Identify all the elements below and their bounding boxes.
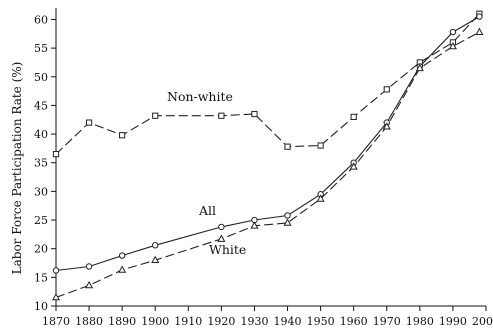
- y-tick-label-25: 25: [34, 214, 48, 227]
- x-tick-label-1970: 1970: [373, 315, 401, 328]
- x-tick-label-1950: 1950: [307, 315, 335, 328]
- label-layer: Labor Force Participation Rate (%) Non-w…: [10, 62, 246, 275]
- y-tick-label-30: 30: [34, 185, 48, 198]
- point-all-1880: [85, 263, 93, 270]
- point-non-white-1930: [251, 110, 258, 118]
- x-tick-label-1900: 1900: [141, 315, 169, 328]
- x-tick-label-1960: 1960: [340, 315, 368, 328]
- x-tick-label-1930: 1930: [240, 315, 268, 328]
- point-all-1998: [476, 13, 483, 20]
- point-non-white-1890: [119, 132, 126, 139]
- point-non-white-1940: [284, 143, 291, 150]
- point-all-1900: [152, 242, 159, 249]
- series-line-all: [55, 16, 480, 272]
- y-tick-label-40: 40: [34, 128, 48, 141]
- point-white-1990: [448, 41, 457, 50]
- y-tick-label-35: 35: [34, 157, 48, 170]
- series-all: [52, 13, 483, 274]
- x-tick-label-1890: 1890: [108, 315, 136, 328]
- x-tick-label-1980: 1980: [406, 315, 434, 328]
- y-tick-label-45: 45: [34, 99, 48, 112]
- point-non-white-1870: [52, 151, 60, 158]
- point-white-1998: [475, 27, 484, 35]
- axes: 10 15 20 25 30 35 40 45 50 55 60 1870 1880 1890 1900 19…: [34, 8, 493, 328]
- point-white-1930: [250, 221, 259, 229]
- point-white-1900: [151, 255, 160, 264]
- point-non-white-1920: [218, 112, 225, 119]
- point-white-1960: [349, 162, 358, 170]
- y-tick-label-50: 50: [34, 71, 48, 84]
- series-white: [51, 27, 484, 301]
- series-line-white: [55, 31, 480, 298]
- point-non-white-1900: [152, 112, 159, 119]
- point-all-1890: [118, 252, 126, 259]
- point-white-1870: [51, 292, 61, 301]
- y-tick-label-20: 20: [34, 243, 48, 256]
- x-tick-label-1990: 1990: [439, 315, 467, 328]
- point-white-1880: [85, 280, 94, 289]
- x-tick-label-2000: 2000: [472, 315, 493, 328]
- y-tick-label-15: 15: [34, 271, 48, 284]
- point-white-1980: [415, 63, 424, 72]
- series-non-white: [52, 10, 483, 158]
- point-white-1970: [382, 122, 391, 130]
- y-tick-label-55: 55: [34, 42, 48, 55]
- y-tick-label-60: 60: [34, 13, 48, 26]
- point-all-1920: [218, 223, 225, 231]
- series-layer: [51, 10, 484, 301]
- series-label-all: All: [198, 203, 216, 218]
- point-white-1950: [316, 194, 325, 202]
- point-all-1990: [449, 28, 457, 36]
- series-label-non-white: Non-white: [167, 89, 233, 104]
- point-white-1920: [217, 234, 226, 242]
- y-tick-label-10: 10: [34, 300, 48, 313]
- x-tick-label-1920: 1920: [207, 315, 235, 328]
- point-all-1940: [284, 212, 291, 219]
- point-non-white-1960: [350, 113, 357, 120]
- point-white-1940: [283, 218, 292, 226]
- point-non-white-1880: [85, 119, 93, 126]
- point-all-1870: [52, 267, 60, 274]
- x-tick-label-1870: 1870: [42, 315, 70, 328]
- x-tick-label-1880: 1880: [75, 315, 103, 328]
- series-label-white: White: [209, 242, 246, 257]
- point-non-white-1950: [317, 142, 324, 149]
- point-non-white-1970: [383, 86, 390, 93]
- x-tick-label-1910: 1910: [174, 315, 202, 328]
- y-axis-title: Labor Force Participation Rate (%): [10, 62, 24, 275]
- point-white-1890: [118, 265, 127, 273]
- x-tick-label-1940: 1940: [274, 315, 302, 328]
